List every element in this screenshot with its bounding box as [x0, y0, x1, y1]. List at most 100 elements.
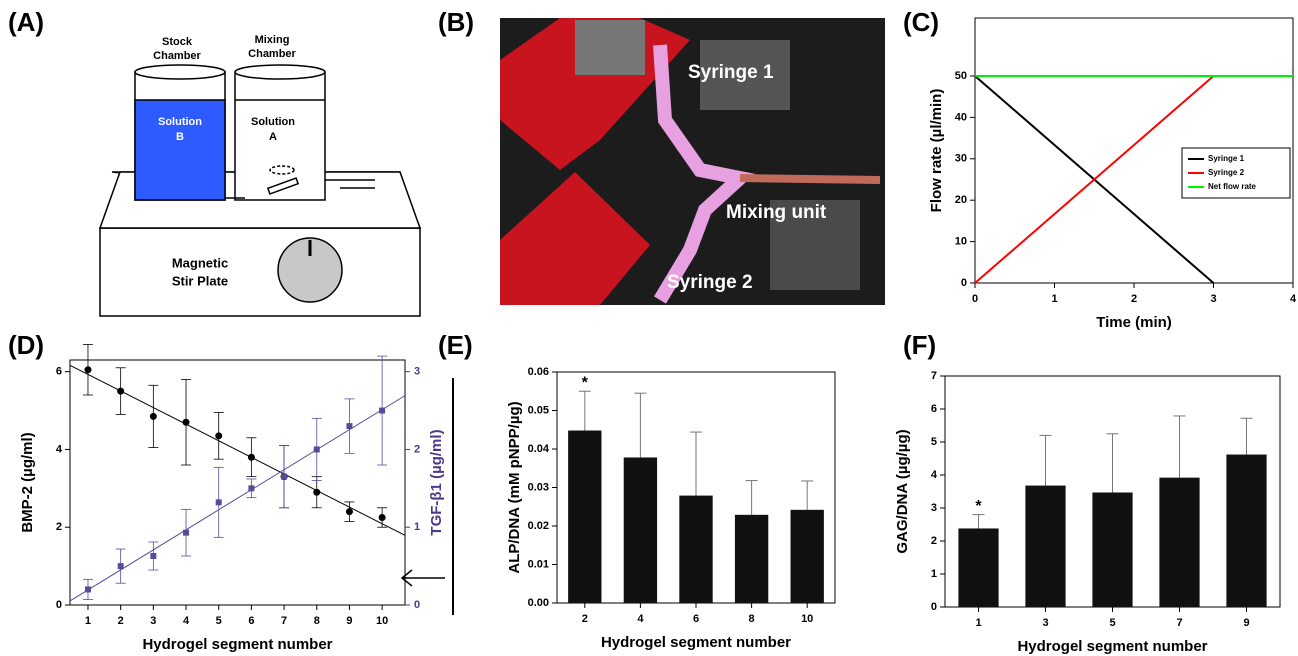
point [281, 474, 287, 480]
y2-tick-label: 1 [414, 521, 420, 533]
point [216, 499, 222, 505]
y-axis-label: GAG/DNA (µg/µg) [894, 429, 911, 553]
y-tick-label: 0.05 [528, 404, 549, 416]
diagram-label: Chamber [153, 50, 201, 62]
y-axis-label: ALP/DNA (mM pNPP/µg) [506, 401, 523, 573]
x-axis-label: Hydrogel segment number [601, 634, 791, 651]
y-tick-label: 7 [931, 370, 937, 382]
panel-label: (F) [903, 330, 936, 360]
x-tick-label: 9 [1243, 617, 1249, 629]
y-tick-label: 0.01 [528, 558, 549, 570]
point [248, 454, 255, 461]
legend-label: Syringe 2 [1208, 168, 1245, 177]
x-tick-label: 4 [183, 615, 190, 627]
legend-label: Syringe 1 [1208, 154, 1245, 163]
bar [1092, 492, 1132, 607]
x-axis-label: Hydrogel segment number [142, 636, 332, 653]
photo: Syringe 1 Mixing unit Syringe 2 [500, 18, 885, 305]
clamp [575, 20, 645, 75]
x-tick-label: 6 [248, 615, 254, 627]
y-axis-label: Flow rate (µl/min) [928, 89, 945, 213]
y-tick-label: 30 [955, 153, 967, 165]
y-tick-label: 3 [931, 502, 937, 514]
point [150, 553, 156, 559]
x-tick-label: 10 [376, 615, 388, 627]
point [248, 485, 254, 491]
y-tick-label: 2 [56, 521, 62, 533]
y2-axis-label: TGF-β1 (µg/ml) [428, 429, 445, 535]
x-tick-label: 9 [346, 615, 352, 627]
x-tick-label: 1 [85, 615, 91, 627]
y-tick-label: 0 [56, 599, 62, 611]
y-tick-label: 0.02 [528, 520, 549, 532]
diagram-label: A [269, 131, 277, 143]
point [183, 530, 189, 536]
diagram-label: Solution [251, 116, 295, 128]
y-tick-label: 6 [931, 403, 937, 415]
y-axis-label: BMP-2 (µg/ml) [19, 432, 36, 532]
diagram-label: B [176, 131, 184, 143]
y-tick-label: 4 [931, 469, 938, 481]
y-tick-label: 5 [931, 436, 937, 448]
y-tick-label: 0 [961, 277, 967, 289]
point [215, 432, 222, 439]
x-tick-label: 2 [118, 615, 124, 627]
bar [791, 510, 824, 603]
y-tick-label: 0.06 [528, 366, 549, 378]
cylinder-top [135, 65, 225, 79]
point [346, 508, 353, 515]
y-tick-label: 6 [56, 366, 62, 378]
cylinder-top [235, 65, 325, 79]
x-tick-label: 5 [216, 615, 222, 627]
y-tick-label: 1 [931, 568, 937, 580]
bar [679, 496, 712, 603]
y-tick-label: 50 [955, 70, 967, 82]
y-tick-label: 0 [931, 601, 937, 613]
x-tick-label: 5 [1109, 617, 1115, 629]
y-tick-label: 0.04 [528, 443, 550, 455]
x-tick-label: 1 [1051, 293, 1057, 305]
x-tick-label: 2 [1131, 293, 1137, 305]
point [84, 366, 91, 373]
y-tick-label: 40 [955, 111, 967, 123]
chart: 01234567Hydrogel segment numberGAG/DNA (… [894, 370, 1280, 655]
bar [1025, 486, 1065, 607]
y-tick-label: 2 [931, 535, 937, 547]
diagram-label: Mixing [255, 34, 290, 46]
point [150, 413, 157, 420]
y-tick-label: 0.03 [528, 481, 549, 493]
point [379, 408, 385, 414]
x-tick-label: 3 [1210, 293, 1216, 305]
x-tick-label: 4 [637, 613, 644, 625]
panel-label: (C) [903, 7, 939, 37]
diagram-label: Chamber [248, 48, 296, 60]
bar [624, 457, 657, 603]
legend-label: Net flow rate [1208, 182, 1257, 191]
x-tick-label: 8 [749, 613, 755, 625]
mixing-chamber [235, 72, 325, 200]
photo-label: Syringe 1 [688, 62, 774, 83]
y2-tick-label: 0 [414, 599, 420, 611]
photo-label: Mixing unit [726, 202, 827, 223]
y-tick-label: 4 [56, 443, 63, 455]
diagram: Stock Chamber Mixing Chamber Solution B … [100, 34, 420, 316]
significance-marker: * [582, 374, 589, 391]
trendline [70, 396, 405, 601]
point [118, 563, 124, 569]
x-tick-label: 6 [693, 613, 699, 625]
bar [1226, 455, 1266, 607]
stir-plate-body [100, 228, 420, 316]
x-tick-label: 10 [801, 613, 813, 625]
significance-marker: * [975, 498, 982, 515]
point [117, 388, 124, 395]
point [313, 489, 320, 496]
diagram-label: Stock [162, 36, 193, 48]
bar [958, 528, 998, 607]
y2-tick-label: 3 [414, 366, 420, 378]
x-tick-label: 1 [975, 617, 981, 629]
x-tick-label: 8 [314, 615, 320, 627]
panel-label: (B) [438, 7, 474, 37]
diagram-label: Stir Plate [172, 273, 228, 288]
